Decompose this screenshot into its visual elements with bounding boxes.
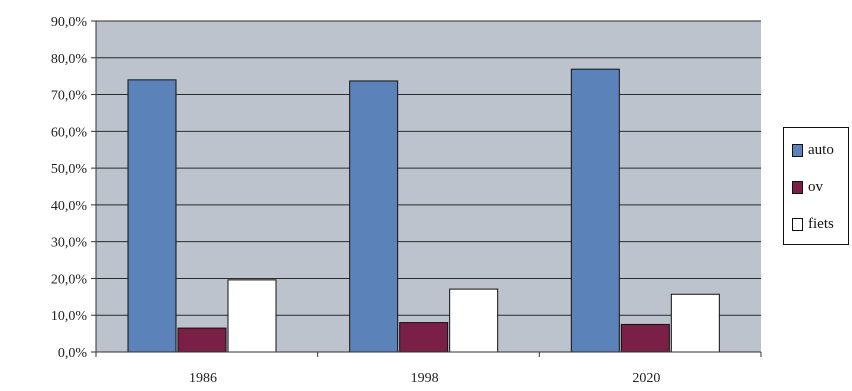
y-axis: 0,0% 10,0% 20,0% 30,0% 40,0% 50,0% 60,0% 70,0% 8… — [51, 15, 97, 361]
y-tick-label: 10,0% — [51, 309, 88, 324]
bars — [127, 68, 720, 353]
bar-auto-1986 — [127, 79, 177, 353]
gridlines — [96, 20, 761, 316]
bar-auto-2020 — [570, 68, 620, 353]
legend-swatch-ov — [792, 180, 803, 194]
x-tick-label: 2020 — [632, 371, 660, 386]
y-tick-label: 90,0% — [51, 15, 88, 30]
legend-label-fiets: fiets — [808, 216, 834, 232]
y-tick-label: 80,0% — [51, 52, 88, 67]
bar-fiets-2020 — [670, 293, 720, 353]
legend-item-fiets: fiets — [792, 216, 834, 232]
plot-area — [96, 21, 761, 352]
x-axis: 1986 1998 2020 — [95, 351, 762, 386]
bar-ov-2020 — [620, 323, 670, 353]
y-tick-label: 0,0% — [58, 346, 88, 361]
legend-item-auto: auto — [792, 142, 834, 158]
bar-auto-1998 — [349, 80, 399, 353]
bar-fiets-1998 — [449, 288, 499, 353]
legend-item-ov: ov — [792, 179, 823, 195]
legend-swatch-auto — [792, 143, 803, 157]
y-tick-label: 60,0% — [51, 125, 88, 140]
bar-ov-1986 — [177, 327, 227, 353]
x-tick-label: 1986 — [189, 371, 217, 386]
legend-label-ov: ov — [808, 179, 823, 195]
y-tick-label: 30,0% — [51, 236, 88, 251]
x-tick-label: 1998 — [411, 371, 439, 386]
legend-label-auto: auto — [808, 142, 834, 158]
legend-swatch-fiets — [792, 217, 803, 231]
y-tick-label: 50,0% — [51, 162, 88, 177]
y-tick-label: 20,0% — [51, 272, 88, 287]
bar-fiets-1986 — [227, 279, 277, 353]
legend: auto ov fiets — [783, 127, 849, 245]
bar-ov-1998 — [399, 322, 449, 353]
y-tick-label: 40,0% — [51, 199, 88, 214]
y-tick-label: 70,0% — [51, 89, 88, 104]
